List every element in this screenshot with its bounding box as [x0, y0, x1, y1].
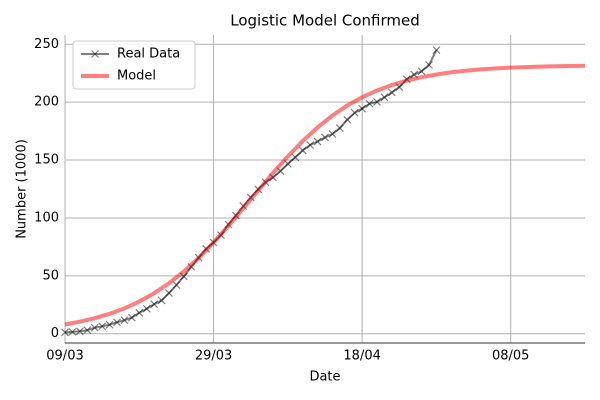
y-tick-label: 50	[42, 268, 59, 283]
data-point	[135, 308, 144, 317]
data-point	[373, 98, 381, 106]
y-tick-label: 250	[34, 37, 59, 52]
data-point	[432, 46, 441, 54]
data-point	[358, 104, 367, 113]
x-axis-label: Date	[309, 370, 340, 385]
data-point	[75, 327, 84, 336]
data-point	[321, 133, 329, 142]
data-point	[113, 318, 121, 327]
x-tick-label: 29/03	[195, 349, 232, 364]
data-point	[313, 137, 322, 146]
data-point	[172, 281, 181, 289]
data-point	[127, 313, 136, 322]
data-point	[306, 141, 315, 149]
y-tick-label: 150	[34, 153, 59, 168]
x-tick-label: 09/03	[46, 349, 83, 364]
legend-label: Model	[117, 69, 156, 84]
chart-title: Logistic Model Confirmed	[230, 12, 420, 30]
y-tick-label: 200	[34, 95, 59, 110]
data-point	[350, 108, 359, 117]
data-point	[343, 115, 352, 124]
model-line	[64, 63, 586, 327]
data-point	[90, 323, 99, 332]
legend-marker	[91, 50, 99, 58]
data-point	[291, 153, 300, 162]
y-tick-label: 0	[51, 326, 59, 341]
data-point	[425, 61, 433, 69]
data-point	[380, 93, 389, 102]
x-tick-label: 18/04	[343, 349, 380, 364]
data-point	[387, 88, 396, 97]
data-point	[150, 300, 159, 309]
data-point	[157, 296, 166, 305]
data-point	[83, 326, 92, 335]
y-axis-label: Number (1000)	[15, 139, 30, 239]
data-point	[298, 146, 307, 155]
legend-label: Real Data	[117, 47, 180, 62]
data-point	[61, 328, 69, 337]
data-point	[98, 322, 107, 331]
data-point	[68, 327, 77, 336]
data-line	[64, 49, 438, 334]
data-point	[328, 130, 337, 138]
data-point	[142, 304, 151, 313]
y-tick-label: 100	[34, 210, 59, 225]
data-point	[165, 289, 173, 298]
data-point	[105, 320, 114, 329]
data-point	[335, 124, 344, 133]
x-tick-label: 08/05	[492, 349, 529, 364]
data-point	[120, 316, 129, 325]
data-point	[365, 99, 374, 108]
data-point	[417, 67, 426, 76]
